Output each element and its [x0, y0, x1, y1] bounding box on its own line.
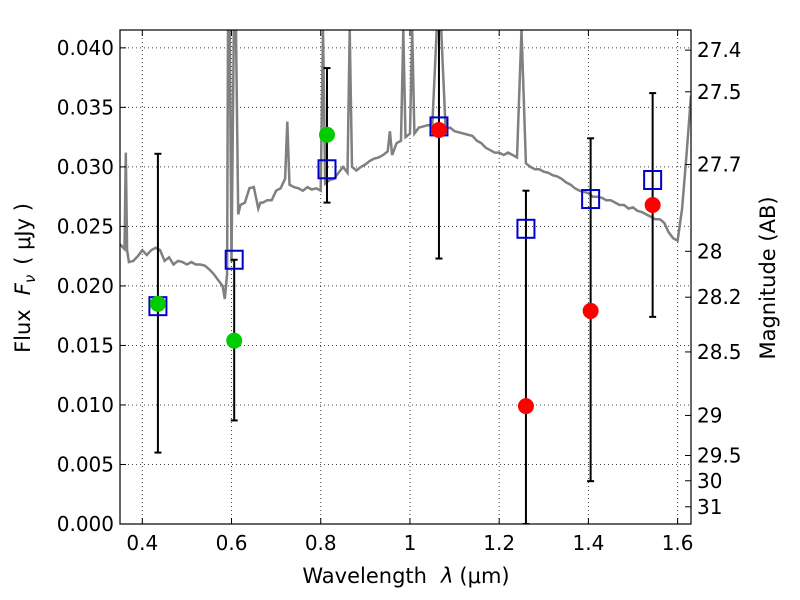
plot-frame	[119, 29, 692, 525]
magnitude-tick-label: 28	[697, 239, 722, 263]
magnitude-tick-label: 28.2	[697, 285, 742, 309]
model-flux-box	[317, 159, 337, 180]
magnitude-tick-label: 30	[697, 469, 722, 493]
magnitude-tick-label: 29.5	[697, 444, 742, 468]
x-tick-label: 1.4	[572, 531, 604, 555]
y-tick-label: 0.040	[57, 36, 114, 60]
magnitude-tick-label: 27.4	[697, 38, 742, 62]
magnitude-tick-label: 28.5	[697, 340, 742, 364]
y-tick-label: 0.035	[57, 95, 114, 119]
observed-flux-point	[582, 302, 599, 319]
observed-flux-points	[149, 121, 661, 415]
x-axis-label: Wavelength λ (μm)	[302, 564, 509, 588]
model-flux-box	[224, 249, 244, 270]
y-tick-label: 0.000	[57, 512, 114, 536]
x-axis-ticks: 0.4 0.6 0.8 1 1.2 1.4 1.6	[126, 30, 694, 555]
model-flux-box	[581, 189, 601, 210]
model-flux-boxes	[148, 116, 663, 317]
model-spectrum-line	[120, 30, 691, 300]
observed-flux-point	[318, 126, 335, 143]
magnitude-tick-label: 31	[697, 495, 722, 519]
x-tick-label: 1	[404, 531, 417, 555]
y-tick-label: 0.010	[57, 393, 114, 417]
observed-flux-point	[226, 332, 243, 349]
magnitude-tick-label: 27.5	[697, 80, 742, 104]
y-axis-ticks: 0.000 0.005 0.010 0.015 0.020 0.025 0.030 0.035…	[57, 36, 126, 536]
y-tick-label: 0.025	[57, 214, 114, 238]
model-flux-box	[516, 218, 536, 239]
magnitude-axis-label: Magnitude (AB)	[756, 196, 780, 359]
observed-flux-point	[644, 196, 661, 213]
observed-flux-point	[430, 121, 447, 138]
y-tick-label: 0.020	[57, 274, 114, 298]
model-flux-box	[643, 169, 663, 190]
x-tick-label: 1.6	[662, 531, 694, 555]
y-tick-label: 0.005	[57, 452, 114, 476]
x-tick-label: 0.8	[305, 531, 337, 555]
magnitude-tick-label: 27.7	[697, 153, 742, 177]
magnitude-tick-label: 29	[697, 403, 722, 427]
y-axis-label: FluxFν( μJy )	[11, 203, 39, 353]
plot-area	[120, 30, 691, 524]
y-tick-label: 0.030	[57, 155, 114, 179]
observed-flux-point	[517, 398, 534, 415]
y-tick-label: 0.015	[57, 333, 114, 357]
observed-flux-point	[149, 295, 166, 312]
x-tick-label: 0.6	[216, 531, 248, 555]
x-tick-label: 1.2	[483, 531, 515, 555]
x-tick-label: 0.4	[126, 531, 158, 555]
